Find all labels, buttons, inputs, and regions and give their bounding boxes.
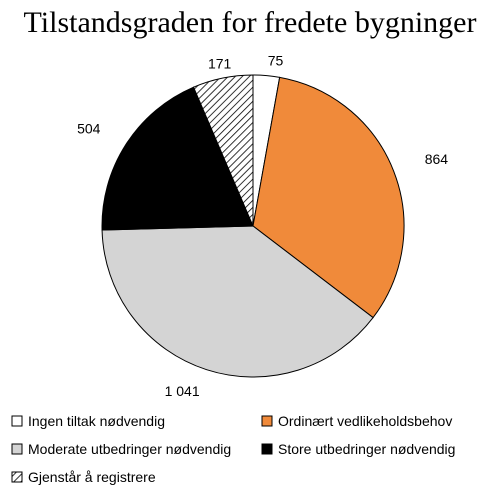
legend-swatch-ingen-tiltak-n-dvendig bbox=[11, 415, 23, 427]
pie-slices bbox=[101, 74, 405, 378]
pie-slice-moderate-utbedringer-n-dvendig bbox=[101, 225, 374, 378]
pie-slice-store-utbedringer-n-dvendig bbox=[101, 86, 254, 231]
legend-swatch-moderate-utbedringer-n-dvendig bbox=[11, 443, 23, 455]
legend-label-gjensta-r-a-registrere: Gjenstår å registrere bbox=[28, 469, 156, 485]
data-labels: 75 864 1 041 504 171 bbox=[77, 53, 448, 400]
legend-label-moderate-utbedringer-n-dvendig: Moderate utbedringer nødvendig bbox=[28, 441, 231, 457]
pie-slice-ordin-rt-vedlikeholdsbehov bbox=[252, 76, 405, 319]
data-label-ordin-rt-vedlikeholdsbehov: 864 bbox=[425, 151, 449, 167]
data-label-moderate-utbedringer-n-dvendig: 1 041 bbox=[165, 383, 200, 399]
legend-swatch-store-utbedringer-n-dvendig bbox=[261, 443, 273, 455]
data-label-store-utbedringer-n-dvendig: 504 bbox=[77, 120, 101, 136]
pie-slice-gjensta-r-a-registrere bbox=[192, 74, 254, 227]
legend-swatch-ordin-rt-vedlikeholdsbehov bbox=[261, 415, 273, 427]
data-label-gjensta-r-a-registrere: 171 bbox=[208, 55, 232, 71]
legend-label-ordin-rt-vedlikeholdsbehov: Ordinært vedlikeholdsbehov bbox=[278, 413, 452, 429]
legend-swatch-gjensta-r-a-registrere bbox=[11, 471, 23, 483]
legend-label-store-utbedringer-n-dvendig: Store utbedringer nødvendig bbox=[278, 441, 455, 457]
data-label-ingen-tiltak-n-dvendig: 75 bbox=[268, 53, 284, 69]
legend: Ingen tiltak nødvendig Ordinært vedlikeho… bbox=[11, 413, 455, 485]
legend-label-ingen-tiltak-n-dvendig: Ingen tiltak nødvendig bbox=[28, 413, 165, 429]
chart-title: Tilstandsgraden for fredete bygninger bbox=[24, 6, 477, 39]
